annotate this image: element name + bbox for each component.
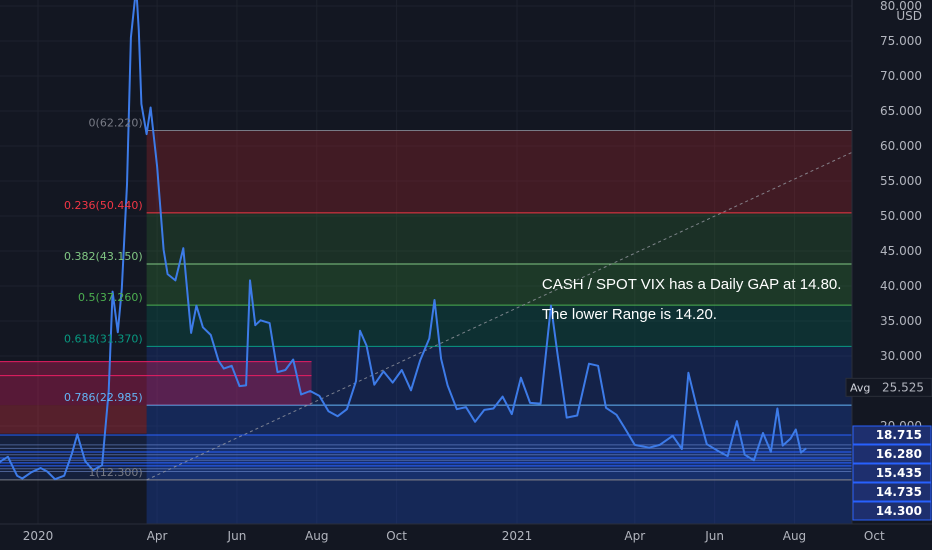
y-tick-label: 80.000 bbox=[880, 0, 922, 13]
time-axis[interactable]: 2020 Apr Jun Aug Oct 2021 Apr Jun Aug Oct bbox=[0, 523, 932, 550]
fib-level-label: 1(12.300) bbox=[89, 466, 143, 479]
x-tick-label: 2020 bbox=[23, 529, 54, 543]
currency-label: USD bbox=[896, 9, 922, 23]
gap-zone bbox=[0, 361, 852, 480]
price-label-text: 18.715 bbox=[876, 428, 922, 442]
fib-zone bbox=[146, 212, 900, 264]
x-tick-label: Aug bbox=[305, 529, 328, 543]
y-tick-label: 30.000 bbox=[880, 349, 922, 363]
level-band bbox=[0, 434, 852, 480]
y-tick-label: 35.000 bbox=[880, 314, 922, 328]
x-tick-label: Jun bbox=[227, 529, 247, 543]
avg-badge bbox=[845, 377, 932, 397]
price-line bbox=[0, 0, 807, 481]
annotation-text: CASH / SPOT VIX has a Daily GAP at 14.80… bbox=[542, 276, 842, 293]
avg-label-value: 25.525 bbox=[882, 380, 924, 394]
y-tick-label: 70.000 bbox=[880, 69, 922, 83]
x-tick-label: Apr bbox=[147, 529, 168, 543]
y-tick-label: 50.000 bbox=[880, 209, 922, 223]
y-tick-label: 65.000 bbox=[880, 104, 922, 118]
price-label-text: 14.300 bbox=[876, 504, 922, 518]
annotations: CASH / SPOT VIX has a Daily GAP at 14.80… bbox=[542, 276, 842, 323]
fib-level-label: 0.382(43.150) bbox=[64, 250, 143, 263]
y-tick-label: 60.000 bbox=[880, 139, 922, 153]
price-label-text: 14.735 bbox=[876, 485, 922, 499]
y-tick-label: 45.000 bbox=[880, 244, 922, 258]
fib-trend-line bbox=[146, 130, 900, 481]
price-label-badge bbox=[852, 444, 932, 464]
fib-level-label: 0.618(31.370) bbox=[64, 332, 143, 345]
price-label-badge bbox=[852, 425, 932, 445]
fib-zone bbox=[146, 405, 900, 480]
y-tick-label: 55.000 bbox=[880, 174, 922, 188]
gap-zone-box bbox=[0, 361, 312, 406]
fib-level-label: 0(62.220) bbox=[89, 116, 143, 129]
fib-zone bbox=[146, 263, 900, 306]
fib-zone bbox=[146, 130, 900, 213]
price-label-badge bbox=[852, 463, 932, 483]
fib-level-label: 0.786(22.985) bbox=[64, 391, 143, 404]
trend-line bbox=[146, 130, 900, 481]
price-label-badge bbox=[852, 482, 932, 502]
left-red-zone bbox=[0, 405, 147, 434]
price-label-text: 15.435 bbox=[876, 466, 922, 480]
fib-labels: 0(62.220) 0.236(50.440) 0.382(43.150) 0.5(3… bbox=[64, 116, 143, 478]
y-tick-label: 75.000 bbox=[880, 34, 922, 48]
y-tick-label: 40.000 bbox=[880, 279, 922, 293]
horizontal-levels bbox=[0, 434, 852, 481]
fib-level-label: 0.236(50.440) bbox=[64, 199, 143, 212]
x-tick-label: Jun bbox=[704, 529, 724, 543]
x-tick-label: Apr bbox=[624, 529, 645, 543]
fib-level-label: 0.5(37.260) bbox=[78, 291, 143, 304]
annotation-text: The lower Range is 14.20. bbox=[542, 306, 717, 323]
x-tick-label: 2021 bbox=[502, 529, 533, 543]
price-label-text: 16.280 bbox=[876, 447, 922, 461]
x-tick-label: Aug bbox=[783, 529, 806, 543]
price-series bbox=[0, 0, 807, 481]
fib-zone-extension bbox=[146, 479, 900, 524]
avg-label-name: Avg bbox=[850, 381, 870, 394]
x-tick-label: Oct bbox=[386, 529, 407, 543]
price-label-badge bbox=[852, 501, 932, 521]
time-axis-background bbox=[0, 524, 932, 550]
x-tick-label: Oct bbox=[864, 529, 885, 543]
